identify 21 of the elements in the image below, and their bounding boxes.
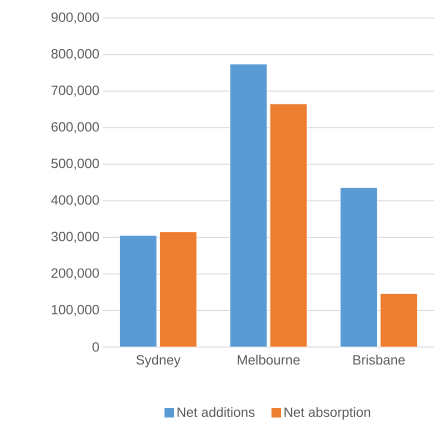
y-tick-label: 900,000 (51, 12, 99, 24)
x-tick-label: Melbourne (238, 354, 300, 365)
legend-label: Net additions (178, 407, 255, 417)
y-tick-label: 700,000 (52, 86, 99, 97)
y-tick-label: 400,000 (51, 195, 99, 206)
bar (119, 235, 157, 348)
y-tick-label: 200,000 (52, 268, 99, 280)
x-tick-label: Brisbane (353, 354, 405, 365)
legend-label: Net absorption (284, 407, 370, 420)
y-tick-label: 800,000 (51, 49, 99, 60)
y-tick-label: 100,000 (52, 304, 99, 316)
y-tick-label: 0 (92, 342, 99, 352)
bar (159, 232, 197, 348)
x-tick-label: Sydney (136, 354, 181, 368)
bar (380, 293, 418, 348)
bar (270, 104, 308, 348)
y-tick-label: 300,000 (51, 232, 99, 243)
y-tick-label: 600,000 (52, 122, 99, 134)
bar (230, 64, 268, 348)
y-tick-label: 500,000 (51, 158, 99, 170)
bar (340, 187, 378, 348)
